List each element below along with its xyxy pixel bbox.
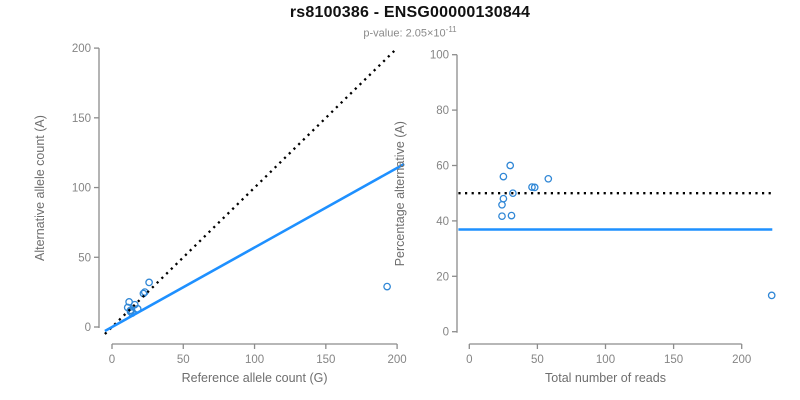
x-tick-label: 50: [531, 354, 544, 366]
data-point: [498, 200, 506, 209]
y-tick-label: 60: [436, 161, 449, 173]
x-tick-label: 150: [316, 354, 335, 366]
y-tick-label: 150: [72, 113, 91, 125]
y-tick-label: 0: [85, 322, 91, 334]
data-point: [506, 161, 515, 170]
y-tick-label: 100: [72, 183, 91, 195]
y-tick-label: 50: [78, 252, 91, 264]
identity-line: [104, 48, 397, 335]
y-tick-label: 100: [430, 50, 449, 62]
x-tick-label: 0: [466, 354, 472, 366]
y-axis-title: Percentage alternative (A): [393, 121, 407, 266]
regression-line: [104, 162, 405, 333]
x-tick-label: 200: [732, 354, 751, 366]
data-point: [530, 183, 539, 192]
y-tick-label: 20: [436, 271, 449, 283]
data-point: [767, 291, 776, 300]
x-tick-label: 0: [109, 354, 115, 366]
data-point: [509, 189, 517, 198]
y-axis-title: Alternative allele count (A): [33, 115, 47, 261]
x-tick-label: 200: [388, 354, 407, 366]
x-axis-title: Total number of reads: [545, 371, 666, 385]
y-tick-label: 40: [436, 216, 449, 228]
x-tick-label: 100: [245, 354, 264, 366]
x-tick-label: 50: [177, 354, 190, 366]
data-point: [498, 212, 506, 221]
x-tick-label: 150: [664, 354, 683, 366]
y-tick-label: 80: [436, 105, 449, 117]
data-point: [126, 307, 135, 316]
data-point: [499, 194, 508, 203]
data-point: [507, 211, 516, 220]
data-point: [544, 174, 553, 183]
data-point: [499, 172, 508, 181]
x-tick-label: 100: [596, 354, 615, 366]
data-point: [145, 278, 153, 287]
percentage-scatter: 0 20 40 60 80 100 0 50 100 150 200 Total number of …: [393, 50, 776, 385]
data-point: [528, 183, 536, 191]
data-point: [383, 282, 391, 291]
x-axis-title: Reference allele count (G): [182, 371, 328, 385]
allele-count-scatter: 0 50 100 150 200 0 50 100 150 200 Reference allele…: [33, 43, 407, 385]
y-tick-label: 0: [443, 327, 449, 339]
y-tick-label: 200: [72, 43, 91, 55]
